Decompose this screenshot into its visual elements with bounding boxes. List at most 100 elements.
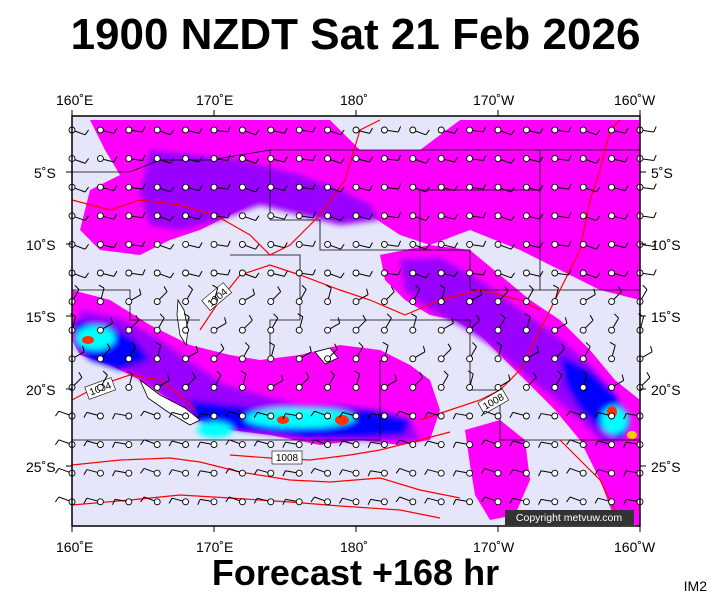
- land-vanuatu: [176, 298, 189, 347]
- wind-barb-feather: [451, 317, 454, 324]
- station-circle: [437, 469, 445, 477]
- station-circle: [96, 383, 104, 391]
- wind-barb-feather: [84, 158, 90, 164]
- station-circle: [153, 326, 161, 334]
- station-circle: [182, 326, 190, 334]
- lat-label-25s-left: 25˚S: [26, 459, 56, 475]
- wind-barb-feather: [84, 215, 90, 221]
- wind-barb-feather: [339, 497, 343, 504]
- wind-barb-feather: [424, 440, 429, 447]
- station-circle: [579, 155, 587, 163]
- wind-barb-feather: [140, 468, 145, 474]
- wind-barb-feather: [653, 212, 657, 218]
- station-circle: [210, 412, 218, 420]
- station-circle: [579, 383, 587, 391]
- station-circle: [238, 269, 246, 277]
- wind-barb-feather: [653, 154, 657, 161]
- station-circle: [380, 126, 388, 134]
- station-circle: [608, 155, 616, 163]
- wind-barb-feather: [240, 370, 247, 375]
- wind-barb-feather: [362, 314, 367, 321]
- station-circle: [96, 469, 104, 477]
- wind-barb-feather: [480, 410, 486, 417]
- station-circle: [238, 326, 246, 334]
- station-circle: [125, 326, 133, 334]
- station-circle: [210, 155, 218, 163]
- wind-barb-feather: [54, 496, 60, 503]
- station-circle: [551, 469, 559, 477]
- station-circle: [409, 212, 417, 220]
- wind-barb-feather: [312, 240, 316, 247]
- station-circle: [380, 183, 388, 191]
- station-circle: [437, 183, 445, 191]
- wind-barb-feather: [255, 129, 260, 136]
- lon-label-170e-top: 170˚E: [196, 92, 234, 108]
- station-circle: [238, 498, 246, 506]
- wind-barb-feather: [509, 497, 514, 504]
- rain-core-red-4: [82, 336, 94, 344]
- wind-barb-feather: [354, 370, 360, 375]
- wind-barb-feather: [510, 158, 516, 164]
- station-circle: [153, 155, 161, 163]
- lon-label-160e-top: 160˚E: [56, 92, 94, 108]
- wind-barb-feather: [557, 370, 563, 376]
- wind-barb-feather: [83, 440, 88, 447]
- lat-label-20s-right: 20˚S: [651, 382, 681, 398]
- station-circle: [466, 383, 474, 391]
- wind-barb-feather: [366, 288, 369, 295]
- wind-barb-feather: [566, 496, 571, 503]
- wind-barb-feather: [624, 213, 629, 220]
- wind-barb-feather: [566, 439, 571, 446]
- wind-barb-feather: [483, 183, 487, 190]
- wind-barb-feather: [198, 185, 203, 191]
- station-circle: [182, 240, 190, 248]
- wind-barb-feather: [395, 496, 401, 503]
- station-circle: [494, 240, 502, 248]
- station-circle: [182, 383, 190, 391]
- wind-barb-feather: [480, 496, 486, 503]
- station-circle: [522, 240, 530, 248]
- station-circle: [96, 298, 104, 306]
- station-circle: [466, 298, 474, 306]
- station-circle: [324, 183, 332, 191]
- wind-barb-feather: [593, 288, 596, 295]
- wind-barb-feather: [112, 441, 116, 448]
- station-circle: [608, 326, 616, 334]
- station-circle: [380, 355, 388, 363]
- station-circle: [494, 412, 502, 420]
- wind-barb-feather: [82, 345, 85, 352]
- station-circle: [551, 412, 559, 420]
- wind-barb-feather: [623, 413, 627, 420]
- station-circle: [466, 269, 474, 277]
- wind-barb-feather: [340, 215, 345, 221]
- station-circle: [608, 383, 616, 391]
- station-circle: [551, 155, 559, 163]
- wind-barb-feather: [382, 341, 389, 346]
- wind-barb-feather: [142, 212, 146, 218]
- wind-barb-feather: [54, 468, 60, 474]
- station-circle: [551, 383, 559, 391]
- station-circle: [96, 183, 104, 191]
- lat-label-25s-right: 25˚S: [651, 459, 681, 475]
- station-circle: [579, 298, 587, 306]
- wind-barb-feather: [369, 242, 373, 249]
- wind-barb-feather: [253, 497, 258, 504]
- station-circle: [238, 355, 246, 363]
- wind-barb-feather: [536, 345, 540, 352]
- station-circle: [466, 469, 474, 477]
- isobar-1012: [72, 457, 461, 499]
- wind-barb-feather: [248, 314, 253, 321]
- isobar-label-4-text: 1008: [276, 453, 299, 464]
- station-circle: [380, 469, 388, 477]
- station-circle: [267, 355, 275, 363]
- wind-barb-feather: [312, 269, 316, 276]
- station-circle: [324, 355, 332, 363]
- station-circle: [551, 298, 559, 306]
- station-circle: [96, 498, 104, 506]
- wind-barb-feather: [483, 269, 487, 276]
- wind-barb-feather: [106, 343, 111, 350]
- station-circle: [352, 498, 360, 506]
- station-circle: [96, 269, 104, 277]
- station-circle: [267, 469, 275, 477]
- wind-barb-feather: [112, 470, 116, 477]
